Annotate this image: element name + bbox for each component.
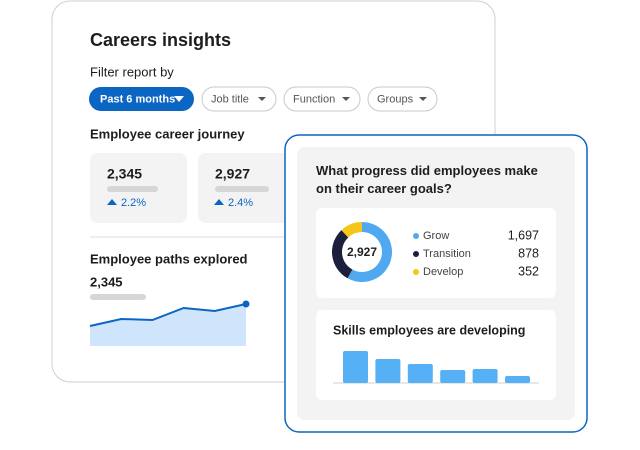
question-text: What progress did employees make on thei… xyxy=(316,163,538,196)
donut-slice xyxy=(332,230,353,279)
section-title: Employee career journey xyxy=(90,126,245,141)
bar xyxy=(407,364,433,383)
legend-dot xyxy=(413,269,419,275)
line-chart xyxy=(89,300,250,346)
section-title: Employee paths explored xyxy=(90,251,248,266)
donut-slice xyxy=(347,222,393,283)
filter-label: Filter report by xyxy=(90,64,174,79)
donut-slice xyxy=(341,222,362,238)
bar xyxy=(505,376,530,383)
stat-card: 2,345 2.2% xyxy=(90,153,187,223)
placeholder xyxy=(90,294,146,300)
paths-value: 2,345 xyxy=(90,274,123,289)
filter-text[interactable]: Function xyxy=(293,93,335,105)
bar xyxy=(343,351,368,383)
bar-chart xyxy=(343,351,530,383)
bar xyxy=(375,359,401,383)
filter-text[interactable]: Past 6 months xyxy=(100,93,175,105)
legend-label: Transition xyxy=(423,248,471,260)
filter-pill[interactable]: Job title xyxy=(201,86,277,112)
legend-dot xyxy=(413,233,419,239)
bar xyxy=(440,370,466,383)
donut-chart: Grow 1,697 Transition 878 Develop 352 xyxy=(332,222,539,283)
card-title: Careers insights xyxy=(90,30,231,50)
end-point xyxy=(242,300,250,308)
legend-value: 878 xyxy=(518,246,539,260)
filter-pill[interactable]: Function xyxy=(283,86,361,112)
stat-value: 2,927 xyxy=(215,166,250,182)
question: What progress did employees make on thei… xyxy=(316,163,538,196)
bar xyxy=(472,369,498,383)
stat-card: 2,927 2.4% xyxy=(198,153,295,223)
filter-text[interactable]: Job title xyxy=(211,93,249,105)
stat-value: 2,345 xyxy=(107,166,142,182)
area xyxy=(90,304,246,346)
filter-pill[interactable]: Groups xyxy=(367,86,438,112)
line xyxy=(89,303,247,327)
legend-label: Develop xyxy=(423,266,463,278)
section-title: Skills employees are developing xyxy=(333,323,525,337)
stat-change: 2.4% xyxy=(228,197,253,209)
legend-value: 352 xyxy=(518,264,539,278)
stat-change: 2.2% xyxy=(121,197,146,209)
donut-total: 2,927 xyxy=(347,245,377,259)
legend-value: 1,697 xyxy=(508,228,539,242)
filter-pill[interactable]: Past 6 months xyxy=(89,87,194,111)
legend-label: Grow xyxy=(423,230,449,242)
legend-dot xyxy=(413,251,419,257)
filter-text[interactable]: Groups xyxy=(377,93,414,105)
